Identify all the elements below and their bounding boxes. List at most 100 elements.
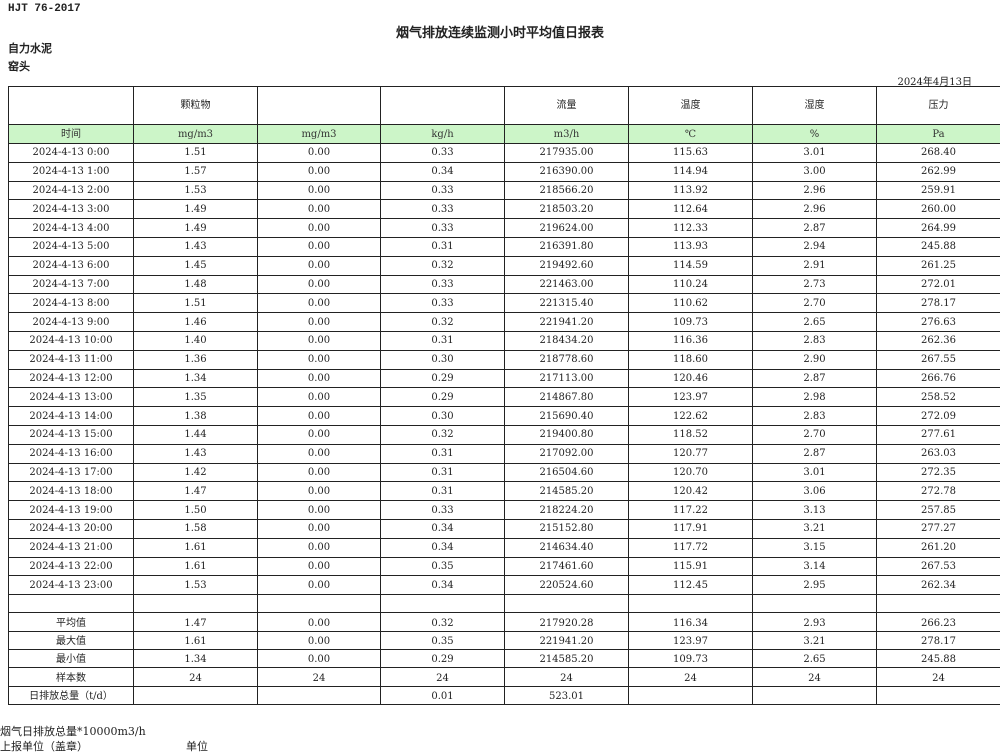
table-row-cell: 257.85 [877,501,1000,520]
table-row-cell: 214585.20 [505,482,629,501]
table-row-cell: 2.70 [753,294,877,313]
table-row-cell: 2024-4-13 1:00 [9,162,134,181]
blank-row-cell [258,595,381,613]
table-row-cell: 0.00 [258,219,381,238]
table-row-cell: 2024-4-13 4:00 [9,219,134,238]
table-row-cell: 2024-4-13 8:00 [9,294,134,313]
table-row-cell: 260.00 [877,200,1000,219]
table-row-cell: 1.58 [134,519,258,538]
table-row-cell: 2.91 [753,256,877,275]
table-row-cell: 0.33 [381,144,505,163]
table-row-cell: 2.83 [753,331,877,350]
table-row-cell: 277.27 [877,519,1000,538]
table-row-cell: 2.73 [753,275,877,294]
table-row-cell: 112.64 [629,200,753,219]
table-row-cell: 215152.80 [505,519,629,538]
summary-row-cell: 日排放总量（t/d） [9,686,134,704]
table-row-cell: 268.40 [877,144,1000,163]
table-row-cell: 0.31 [381,444,505,463]
table-row-cell: 267.55 [877,350,1000,369]
table-row-cell: 0.00 [258,576,381,595]
units-row-cell: kg/h [381,125,505,144]
table-row-cell: 1.36 [134,350,258,369]
summary-row-cell: 24 [877,668,1000,686]
table-row-cell: 216504.60 [505,463,629,482]
table-row-cell: 120.70 [629,463,753,482]
table-row-cell: 2.87 [753,369,877,388]
table-row-cell: 262.34 [877,576,1000,595]
table-row-cell: 0.33 [381,200,505,219]
summary-row-cell: 3.21 [753,631,877,649]
table-row-cell: 216390.00 [505,162,629,181]
table-row-cell: 112.33 [629,219,753,238]
summary-row-cell [877,686,1000,704]
table-row-cell: 3.13 [753,501,877,520]
header-row-cell: 湿度 [753,87,877,125]
table-row-cell: 0.32 [381,256,505,275]
table-row-cell: 113.93 [629,237,753,256]
summary-row-cell: 0.00 [258,649,381,667]
table-row-cell: 263.03 [877,444,1000,463]
summary-row-cell: 0.00 [258,613,381,631]
units-row-cell: mg/m3 [134,125,258,144]
table-row-cell: 0.34 [381,576,505,595]
table-row-cell: 261.20 [877,538,1000,557]
blank-row [9,595,1000,613]
table-row-cell: 1.35 [134,388,258,407]
table-row-cell: 2024-4-13 2:00 [9,181,134,200]
table-row-cell: 1.61 [134,557,258,576]
table-row-cell: 3.06 [753,482,877,501]
table-row-cell: 120.77 [629,444,753,463]
table-row-cell: 3.01 [753,144,877,163]
table-row-cell: 2024-4-13 20:00 [9,519,134,538]
summary-row-cell: 217920.28 [505,613,629,631]
blank-row-cell [9,595,134,613]
reporter-label: 上报单位（盖章） [0,738,88,754]
table-row-cell: 0.00 [258,200,381,219]
table-row-cell: 1.48 [134,275,258,294]
table-row-cell: 3.01 [753,463,877,482]
table-row-cell: 115.63 [629,144,753,163]
table-row-cell: 2024-4-13 7:00 [9,275,134,294]
summary-row-cell: 24 [753,668,877,686]
table-row-cell: 218224.20 [505,501,629,520]
summary-row-cell: 24 [629,668,753,686]
table-row-cell: 245.88 [877,237,1000,256]
table-row-cell: 217461.60 [505,557,629,576]
table-row-cell: 1.38 [134,407,258,426]
summary-row-cell: 24 [258,668,381,686]
table-row-cell: 221315.40 [505,294,629,313]
table-row-cell: 272.01 [877,275,1000,294]
table-row-cell: 2024-4-13 17:00 [9,463,134,482]
table-row-cell: 1.34 [134,369,258,388]
table-row-cell: 278.17 [877,294,1000,313]
table-row-cell: 0.29 [381,388,505,407]
table-row-cell: 215690.40 [505,407,629,426]
table-row-cell: 118.52 [629,425,753,444]
summary-row-cell: 109.73 [629,649,753,667]
table-row-cell: 114.94 [629,162,753,181]
table-row-cell: 0.00 [258,162,381,181]
table-row-cell: 221941.20 [505,313,629,332]
summary-row-cell [134,686,258,704]
table-row-cell: 2.70 [753,425,877,444]
table-row-cell: 113.92 [629,181,753,200]
table-row-cell: 2024-4-13 21:00 [9,538,134,557]
table-row-cell: 0.00 [258,425,381,444]
header-row-cell [381,87,505,125]
header-row: 颗粒物流量温度湿度压力 [9,87,1000,125]
table-row-cell: 2.87 [753,444,877,463]
table-row-cell: 0.00 [258,519,381,538]
table-row-cell: 0.30 [381,350,505,369]
table-row-cell: 219400.80 [505,425,629,444]
table-row-cell: 2024-4-13 22:00 [9,557,134,576]
table-row-cell: 0.33 [381,219,505,238]
summary-row-cell: 0.35 [381,631,505,649]
